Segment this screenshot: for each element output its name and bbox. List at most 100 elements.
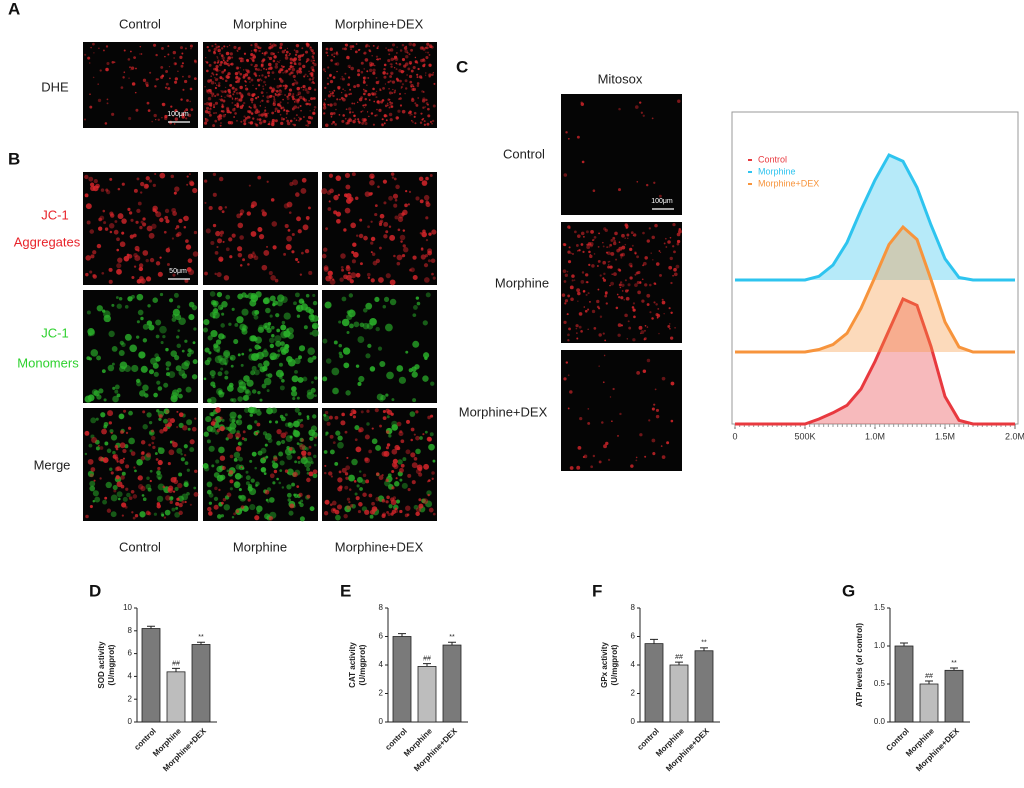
cell: [421, 498, 426, 504]
cell: [234, 472, 242, 480]
bar: [894, 645, 914, 723]
cell: [183, 444, 188, 449]
cell: [645, 183, 649, 187]
cell: [131, 511, 134, 514]
panel-label: F: [592, 581, 602, 600]
cell: [407, 203, 410, 206]
cell: [309, 506, 315, 512]
cell: [250, 112, 254, 115]
cell: [336, 98, 339, 101]
cell: [122, 448, 127, 454]
cell: [313, 106, 317, 109]
cell: [112, 450, 116, 455]
cell: [334, 123, 337, 126]
cell: [156, 470, 161, 475]
cell: [288, 54, 290, 57]
cell: [174, 109, 178, 113]
cell: [383, 450, 390, 457]
cell: [156, 495, 164, 503]
micrograph: [83, 42, 198, 128]
significance-mark: **: [951, 660, 957, 667]
cell: [364, 89, 368, 93]
cell: [607, 458, 611, 462]
cell: [165, 347, 169, 352]
cell: [569, 285, 574, 290]
cell: [214, 82, 217, 84]
cell: [146, 452, 152, 458]
cell: [411, 88, 415, 91]
cell: [272, 59, 276, 63]
cell: [387, 98, 390, 101]
cell: [135, 335, 140, 339]
y-axis-label: CAT activity: [348, 642, 357, 688]
cell: [431, 229, 437, 235]
cell: [302, 98, 305, 101]
cell: [219, 76, 223, 80]
cell: [215, 111, 217, 114]
cell: [620, 324, 624, 327]
cell: [428, 73, 432, 77]
cell: [313, 394, 317, 398]
cell: [641, 299, 645, 303]
cell: [263, 377, 272, 386]
cell: [326, 82, 330, 86]
cell: [233, 457, 238, 462]
cell: [589, 244, 593, 248]
cell: [216, 61, 219, 64]
cell: [355, 364, 360, 368]
cell: [305, 124, 307, 126]
bar: [669, 664, 689, 723]
cell: [251, 201, 258, 208]
cell: [192, 251, 199, 257]
cell: [110, 431, 113, 435]
cell: [648, 227, 651, 230]
cell: [219, 230, 224, 235]
cell: [91, 436, 98, 443]
cell: [388, 195, 393, 201]
scale-bar-label: 100μm: [651, 198, 673, 205]
cell: [611, 273, 613, 276]
cell: [210, 102, 213, 105]
cell: [118, 413, 125, 420]
cell: [128, 410, 133, 416]
cell: [409, 110, 411, 113]
cell: [193, 486, 197, 490]
cell: [338, 114, 341, 116]
cell: [298, 119, 301, 122]
cell: [397, 228, 401, 232]
cell: [157, 459, 163, 466]
cell: [157, 271, 163, 277]
cell: [265, 68, 268, 71]
cell: [348, 66, 351, 69]
cell: [256, 505, 263, 512]
cell: [675, 264, 680, 269]
cell: [221, 56, 225, 60]
cell: [399, 49, 403, 52]
cell: [120, 475, 125, 480]
cell: [306, 467, 311, 472]
cell: [618, 188, 622, 192]
cell: [631, 244, 634, 247]
cell: [140, 181, 145, 187]
cell: [165, 247, 171, 253]
cell: [386, 102, 389, 105]
cell: [221, 90, 225, 94]
cell: [385, 427, 393, 435]
cell: [323, 450, 328, 454]
cell: [268, 516, 274, 521]
cell: [395, 68, 398, 71]
cell: [340, 91, 343, 94]
cell: [224, 370, 229, 375]
cell: [280, 296, 288, 304]
cell: [170, 350, 178, 357]
cell: [185, 117, 188, 120]
cell: [306, 75, 309, 78]
cell: [140, 316, 144, 321]
cell: [266, 245, 269, 248]
cell: [411, 371, 418, 378]
cell: [644, 455, 647, 458]
cell: [423, 63, 426, 66]
cell: [626, 233, 630, 237]
cell: [637, 270, 641, 275]
cell: [157, 386, 163, 391]
